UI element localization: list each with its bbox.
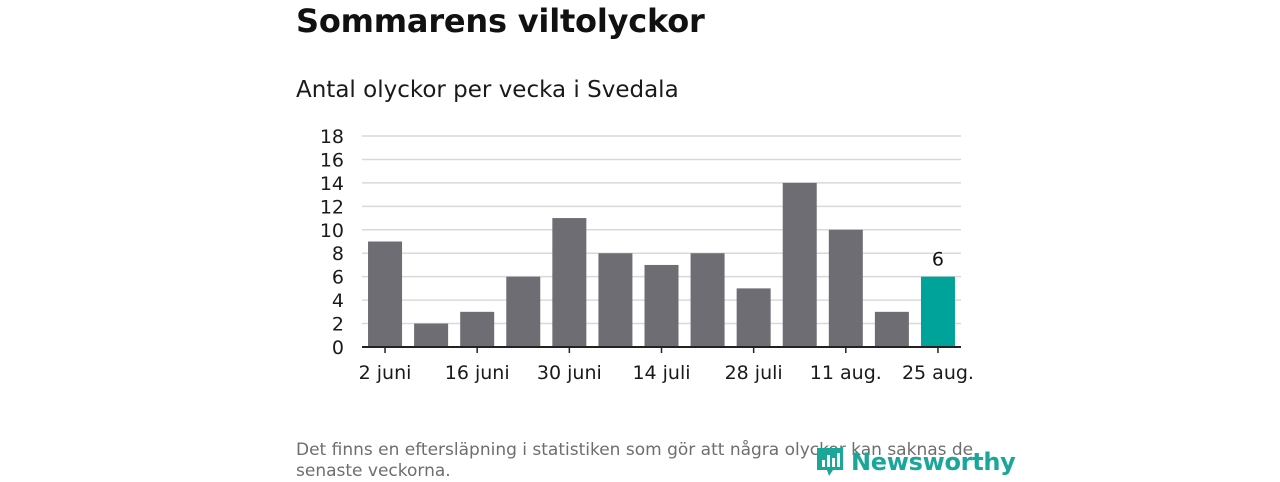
y-tick-label: 8 (332, 243, 344, 265)
newsworthy-logo-icon (817, 448, 843, 476)
y-tick-label: 14 (320, 173, 344, 195)
data-label: 6 (932, 249, 944, 271)
y-tick-label: 16 (320, 149, 344, 171)
newsworthy-logo[interactable]: Newsworthy (815, 446, 1016, 478)
x-tick-label: 2 juni (359, 362, 412, 384)
page-title: Sommarens viltolyckor (296, 2, 705, 40)
y-tick-label: 4 (332, 290, 344, 312)
bar (460, 311, 495, 347)
bar (506, 276, 541, 347)
logo-text: Newsworthy (851, 448, 1016, 476)
y-tick-label: 2 (332, 314, 344, 336)
bar (828, 229, 863, 347)
bar (874, 311, 909, 347)
bar (598, 253, 633, 347)
y-tick-label: 10 (320, 220, 344, 242)
bar (414, 323, 449, 347)
bar (552, 218, 587, 347)
bar (920, 276, 955, 347)
y-tick-label: 0 (332, 337, 344, 359)
data-labels: 6 (932, 249, 944, 271)
chart-subtitle: Antal olyckor per vecka i Svedala (296, 77, 679, 103)
bar (368, 241, 403, 347)
bar (690, 253, 725, 347)
bar (736, 288, 771, 347)
x-tick-label: 30 juni (537, 362, 602, 384)
x-tick-label: 25 aug. (902, 362, 974, 384)
bar (644, 264, 679, 347)
x-tick-label: 28 juli (725, 362, 783, 384)
x-tick-label: 14 juli (632, 362, 690, 384)
y-tick-label: 6 (332, 267, 344, 289)
y-tick-label: 12 (320, 196, 344, 218)
x-axis: 2 juni 16 juni 30 juni 14 juli 28 juli 11 aug… (359, 346, 974, 384)
footnote: Det finns en eftersläpning i statistiken… (296, 440, 974, 481)
y-tick-label: 18 (320, 126, 344, 148)
bars (368, 182, 955, 347)
x-tick-label: 16 juni (445, 362, 510, 384)
x-tick-label: 11 aug. (810, 362, 882, 384)
bar (782, 182, 817, 347)
